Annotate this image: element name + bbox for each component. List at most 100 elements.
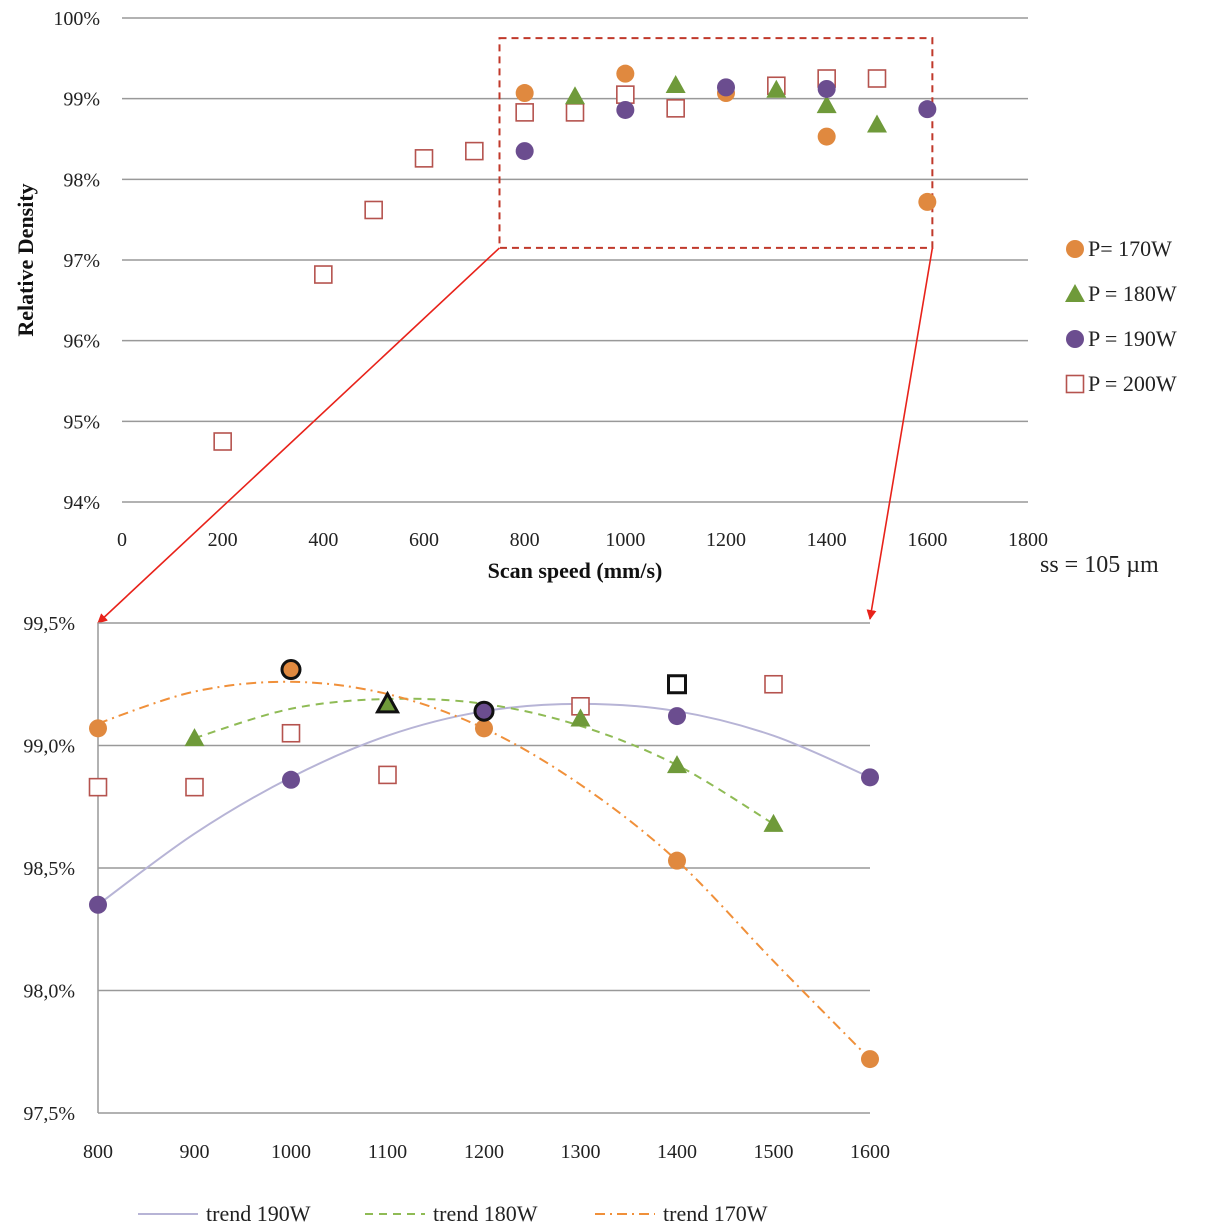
upper-point-p170 xyxy=(918,192,937,211)
upper-point-p180 xyxy=(665,74,686,93)
upper-x-tick-label: 1000 xyxy=(605,529,645,551)
lower-point-p170 xyxy=(668,851,686,870)
lower-point-p200 xyxy=(764,674,783,694)
legend-label-p180: P = 180W xyxy=(1088,281,1177,306)
highlight-point-p190 xyxy=(473,700,495,722)
upper-y-axis-title: Relative Density xyxy=(13,183,38,336)
legend-item-trend180: trend 180W xyxy=(365,1201,538,1226)
lower-point-p200 xyxy=(378,765,397,785)
lower-point-p180 xyxy=(763,813,784,832)
ss-annotation: ss = 105 µm xyxy=(1040,552,1159,578)
lower-x-tick-label: 1500 xyxy=(754,1141,794,1163)
lower-point-p170 xyxy=(475,719,493,738)
legend-label-trend170: trend 170W xyxy=(663,1201,768,1226)
legend-label-trend180: trend 180W xyxy=(433,1201,538,1226)
legend-item-trend170: trend 170W xyxy=(595,1201,768,1226)
lower-y-tick-label: 99,5% xyxy=(23,613,75,635)
upper-x-tick-label: 1600 xyxy=(907,529,947,551)
lower-point-p190 xyxy=(89,895,107,914)
upper-point-p180 xyxy=(565,86,585,105)
highlight-point-p180 xyxy=(374,690,401,714)
upper-y-tick-label: 100% xyxy=(53,8,100,30)
legend-item-p190: P = 190W xyxy=(1066,326,1177,351)
upper-y-tick-label: 96% xyxy=(63,331,100,353)
highlight-point-p170 xyxy=(280,659,302,681)
lower-point-p180 xyxy=(667,755,687,774)
lower-x-tick-label: 1400 xyxy=(657,1141,697,1163)
lower-y-tick-label: 97,5% xyxy=(23,1103,75,1125)
upper-point-p170 xyxy=(515,84,534,103)
upper-point-p190 xyxy=(616,100,635,119)
lower-point-p200 xyxy=(281,723,301,743)
upper-x-axis-title: Scan speed (mm/s) xyxy=(488,558,663,583)
lower-x-tick-label: 1000 xyxy=(271,1141,311,1163)
upper-y-tick-label: 97% xyxy=(63,250,100,272)
lower-x-tick-label: 1100 xyxy=(368,1141,407,1163)
lower-x-tick-label: 1200 xyxy=(464,1141,504,1163)
zoom-region-box xyxy=(498,37,934,249)
upper-point-p200 xyxy=(364,200,383,220)
legend-label-p170: P= 170W xyxy=(1088,236,1172,261)
upper-x-tick-label: 200 xyxy=(208,529,238,551)
upper-y-tick-label: 95% xyxy=(63,411,100,433)
upper-x-tick-label: 400 xyxy=(308,529,338,551)
upper-point-p200 xyxy=(213,432,232,451)
legend-label-p190: P = 190W xyxy=(1088,326,1177,351)
lower-x-tick-label: 800 xyxy=(83,1141,113,1163)
lower-x-tick-label: 1600 xyxy=(850,1141,890,1163)
upper-point-p200 xyxy=(314,265,333,284)
lower-point-p200 xyxy=(185,777,204,797)
upper-y-tick-label: 98% xyxy=(63,169,100,191)
upper-point-p190 xyxy=(918,100,937,119)
lower-point-p170 xyxy=(89,719,107,738)
upper-y-tick-label: 99% xyxy=(63,89,100,111)
trend-line-trend170 xyxy=(97,680,871,1060)
legend-item-p170: P= 170W xyxy=(1066,236,1172,261)
legend-marker-p170 xyxy=(1066,240,1084,258)
upper-point-p200 xyxy=(666,99,685,118)
upper-point-p200 xyxy=(867,69,887,88)
upper-point-p200 xyxy=(414,149,434,168)
upper-point-p180 xyxy=(816,95,837,114)
upper-point-p180 xyxy=(766,79,787,98)
zoom-arrow-right xyxy=(866,247,934,620)
upper-point-p190 xyxy=(515,142,534,161)
lower-point-p190 xyxy=(668,707,686,726)
upper-point-p200 xyxy=(616,85,635,104)
lower-y-tick-label: 99,0% xyxy=(23,736,75,758)
lower-point-p190 xyxy=(861,768,879,787)
legend-marker-p200 xyxy=(1065,374,1085,394)
upper-x-tick-label: 1800 xyxy=(1008,529,1048,551)
lower-x-tick-label: 900 xyxy=(180,1141,210,1163)
zoom-arrow-left xyxy=(97,247,501,624)
upper-point-p200 xyxy=(515,103,534,122)
lower-point-p200 xyxy=(88,777,108,797)
upper-point-p200 xyxy=(565,103,585,122)
upper-x-tick-label: 1200 xyxy=(706,529,746,551)
upper-y-tick-label: 94% xyxy=(63,492,100,514)
legend-label-p200: P = 200W xyxy=(1088,371,1177,396)
lower-point-p170 xyxy=(861,1050,879,1069)
upper-point-p180 xyxy=(867,114,887,133)
upper-point-p190 xyxy=(817,79,836,98)
highlight-point-p200 xyxy=(667,674,687,695)
legend-marker-p190 xyxy=(1066,330,1084,348)
legend-item-p200: P = 200W xyxy=(1065,371,1177,396)
lower-point-p180 xyxy=(570,708,591,727)
lower-point-p180 xyxy=(184,728,205,747)
upper-point-p190 xyxy=(717,78,735,97)
legend-label-trend190: trend 190W xyxy=(206,1201,311,1226)
legend-item-trend190: trend 190W xyxy=(138,1201,311,1226)
legend-marker-p180 xyxy=(1065,284,1085,302)
upper-point-p200 xyxy=(465,141,484,161)
upper-x-tick-label: 800 xyxy=(510,529,540,551)
upper-point-p170 xyxy=(817,127,836,146)
upper-x-tick-label: 600 xyxy=(409,529,439,551)
upper-x-tick-label: 0 xyxy=(117,529,127,551)
upper-point-p170 xyxy=(616,64,635,83)
upper-x-tick-label: 1400 xyxy=(807,529,847,551)
lower-point-p190 xyxy=(282,770,300,789)
lower-y-tick-label: 98,0% xyxy=(23,981,75,1003)
lower-x-tick-label: 1300 xyxy=(561,1141,601,1163)
